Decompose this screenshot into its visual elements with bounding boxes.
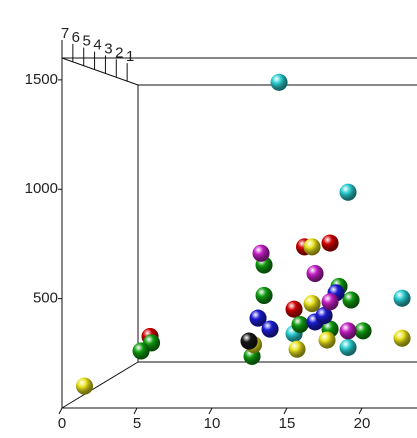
- x-tick-label: 15: [279, 415, 296, 432]
- sphere-shine: [339, 322, 357, 340]
- z-tick-label: 1: [126, 48, 134, 65]
- sphere: [132, 342, 150, 360]
- sphere: [76, 377, 93, 395]
- sphere-shine: [240, 332, 258, 350]
- sphere-shine: [315, 307, 333, 325]
- sphere-shine: [393, 329, 411, 347]
- sphere: [255, 286, 273, 304]
- sphere-shine: [318, 331, 336, 349]
- sphere: [252, 244, 270, 262]
- sphere: [339, 322, 357, 340]
- sphere: [393, 329, 411, 347]
- sphere: [303, 295, 321, 313]
- x-tick-label: 20: [354, 415, 371, 432]
- sphere-shine: [76, 377, 93, 395]
- sphere: [303, 238, 321, 256]
- sphere: [339, 338, 357, 356]
- x-tick: [283, 407, 288, 415]
- sphere-shine: [339, 338, 357, 356]
- sphere: [249, 309, 267, 327]
- z-tick-label: 2: [115, 44, 123, 61]
- sphere: [321, 293, 339, 311]
- sphere-shine: [393, 289, 411, 307]
- sphere: [306, 265, 324, 283]
- sphere-shine: [249, 309, 267, 327]
- sphere: [315, 307, 333, 325]
- sphere: [288, 340, 306, 358]
- sphere: [291, 316, 309, 334]
- sphere-shine: [354, 322, 372, 340]
- x-tick-label: 10: [204, 415, 221, 432]
- z-tick-label: 3: [104, 40, 112, 57]
- sphere: [339, 183, 357, 201]
- sphere-shine: [291, 316, 309, 334]
- sphere: [240, 332, 258, 350]
- frame-edge: [61, 57, 139, 86]
- sphere-shine: [321, 293, 339, 311]
- sphere: [261, 320, 279, 338]
- sphere-shine: [303, 238, 321, 256]
- z-tick-label: 4: [93, 37, 101, 54]
- sphere: [321, 234, 339, 252]
- sphere: [354, 322, 372, 340]
- z-tick-label: 7: [61, 25, 69, 42]
- sphere: [285, 300, 303, 318]
- sphere: [342, 291, 360, 309]
- x-tick-label: 5: [133, 415, 141, 432]
- sphere-shine: [270, 73, 288, 91]
- sphere-shine: [339, 183, 357, 201]
- sphere-shine: [255, 286, 273, 304]
- sphere-shine: [342, 291, 360, 309]
- sphere-shine: [252, 244, 270, 262]
- frame-edge: [61, 361, 139, 409]
- y-tick-label: 500: [33, 290, 58, 307]
- y-tick-label: 1500: [25, 71, 58, 88]
- y-tick-label: 1000: [25, 180, 58, 197]
- sphere-shine: [261, 320, 279, 338]
- x-tick: [208, 407, 213, 415]
- sphere-shine: [288, 340, 306, 358]
- sphere-shine: [306, 265, 324, 283]
- sphere-shine: [321, 234, 339, 252]
- x-tick: [358, 407, 363, 415]
- sphere-shine: [132, 342, 150, 360]
- sphere: [270, 73, 288, 91]
- sphere: [393, 289, 411, 307]
- z-tick-label: 6: [72, 29, 80, 46]
- x-tick-label: 0: [58, 415, 66, 432]
- sphere-shine: [285, 300, 303, 318]
- sphere-shine: [303, 295, 321, 313]
- x-tick: [58, 407, 63, 415]
- z-tick-label: 5: [83, 33, 91, 50]
- x-tick: [133, 407, 138, 415]
- sphere: [318, 331, 336, 349]
